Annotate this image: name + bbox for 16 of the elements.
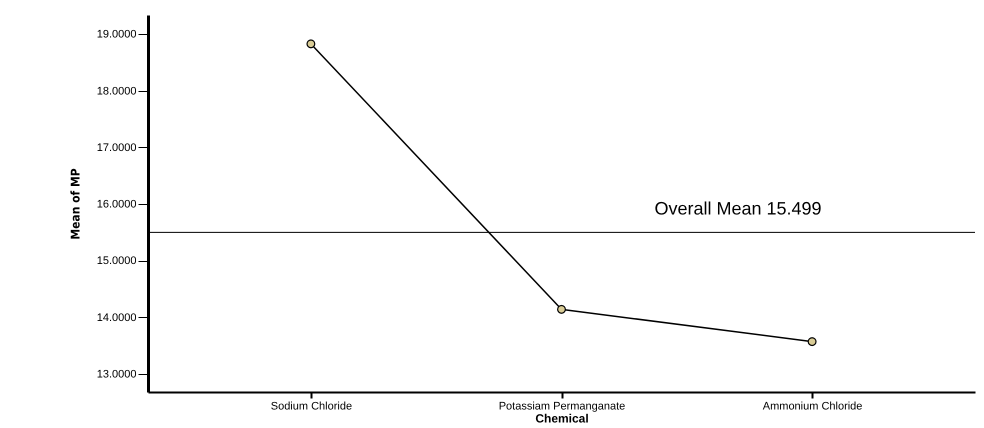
y-tick-label: 18.0000 (96, 85, 136, 98)
y-tick-label: 13.0000 (96, 368, 136, 380)
ref-line-label: Overall Mean 15.499 (654, 198, 822, 218)
x-tick-label: Sodium Chloride (270, 400, 352, 412)
y-tick-label: 16.0000 (96, 198, 136, 211)
y-tick-label: 14.0000 (96, 312, 136, 324)
point (306, 39, 316, 48)
y-axis-title: Mean of MP (68, 168, 83, 240)
y-tick-label: 17.0000 (96, 142, 136, 154)
point (557, 304, 566, 314)
y-tick-label: 19.0000 (96, 28, 136, 41)
y-tick-label: 15.0000 (96, 255, 136, 268)
x-tick-label: Potassiam Permanganate (498, 400, 626, 412)
point (808, 337, 817, 346)
x-axis-title: Chemical (535, 412, 589, 426)
x-tick-label: Ammonium Chloride (762, 400, 862, 412)
